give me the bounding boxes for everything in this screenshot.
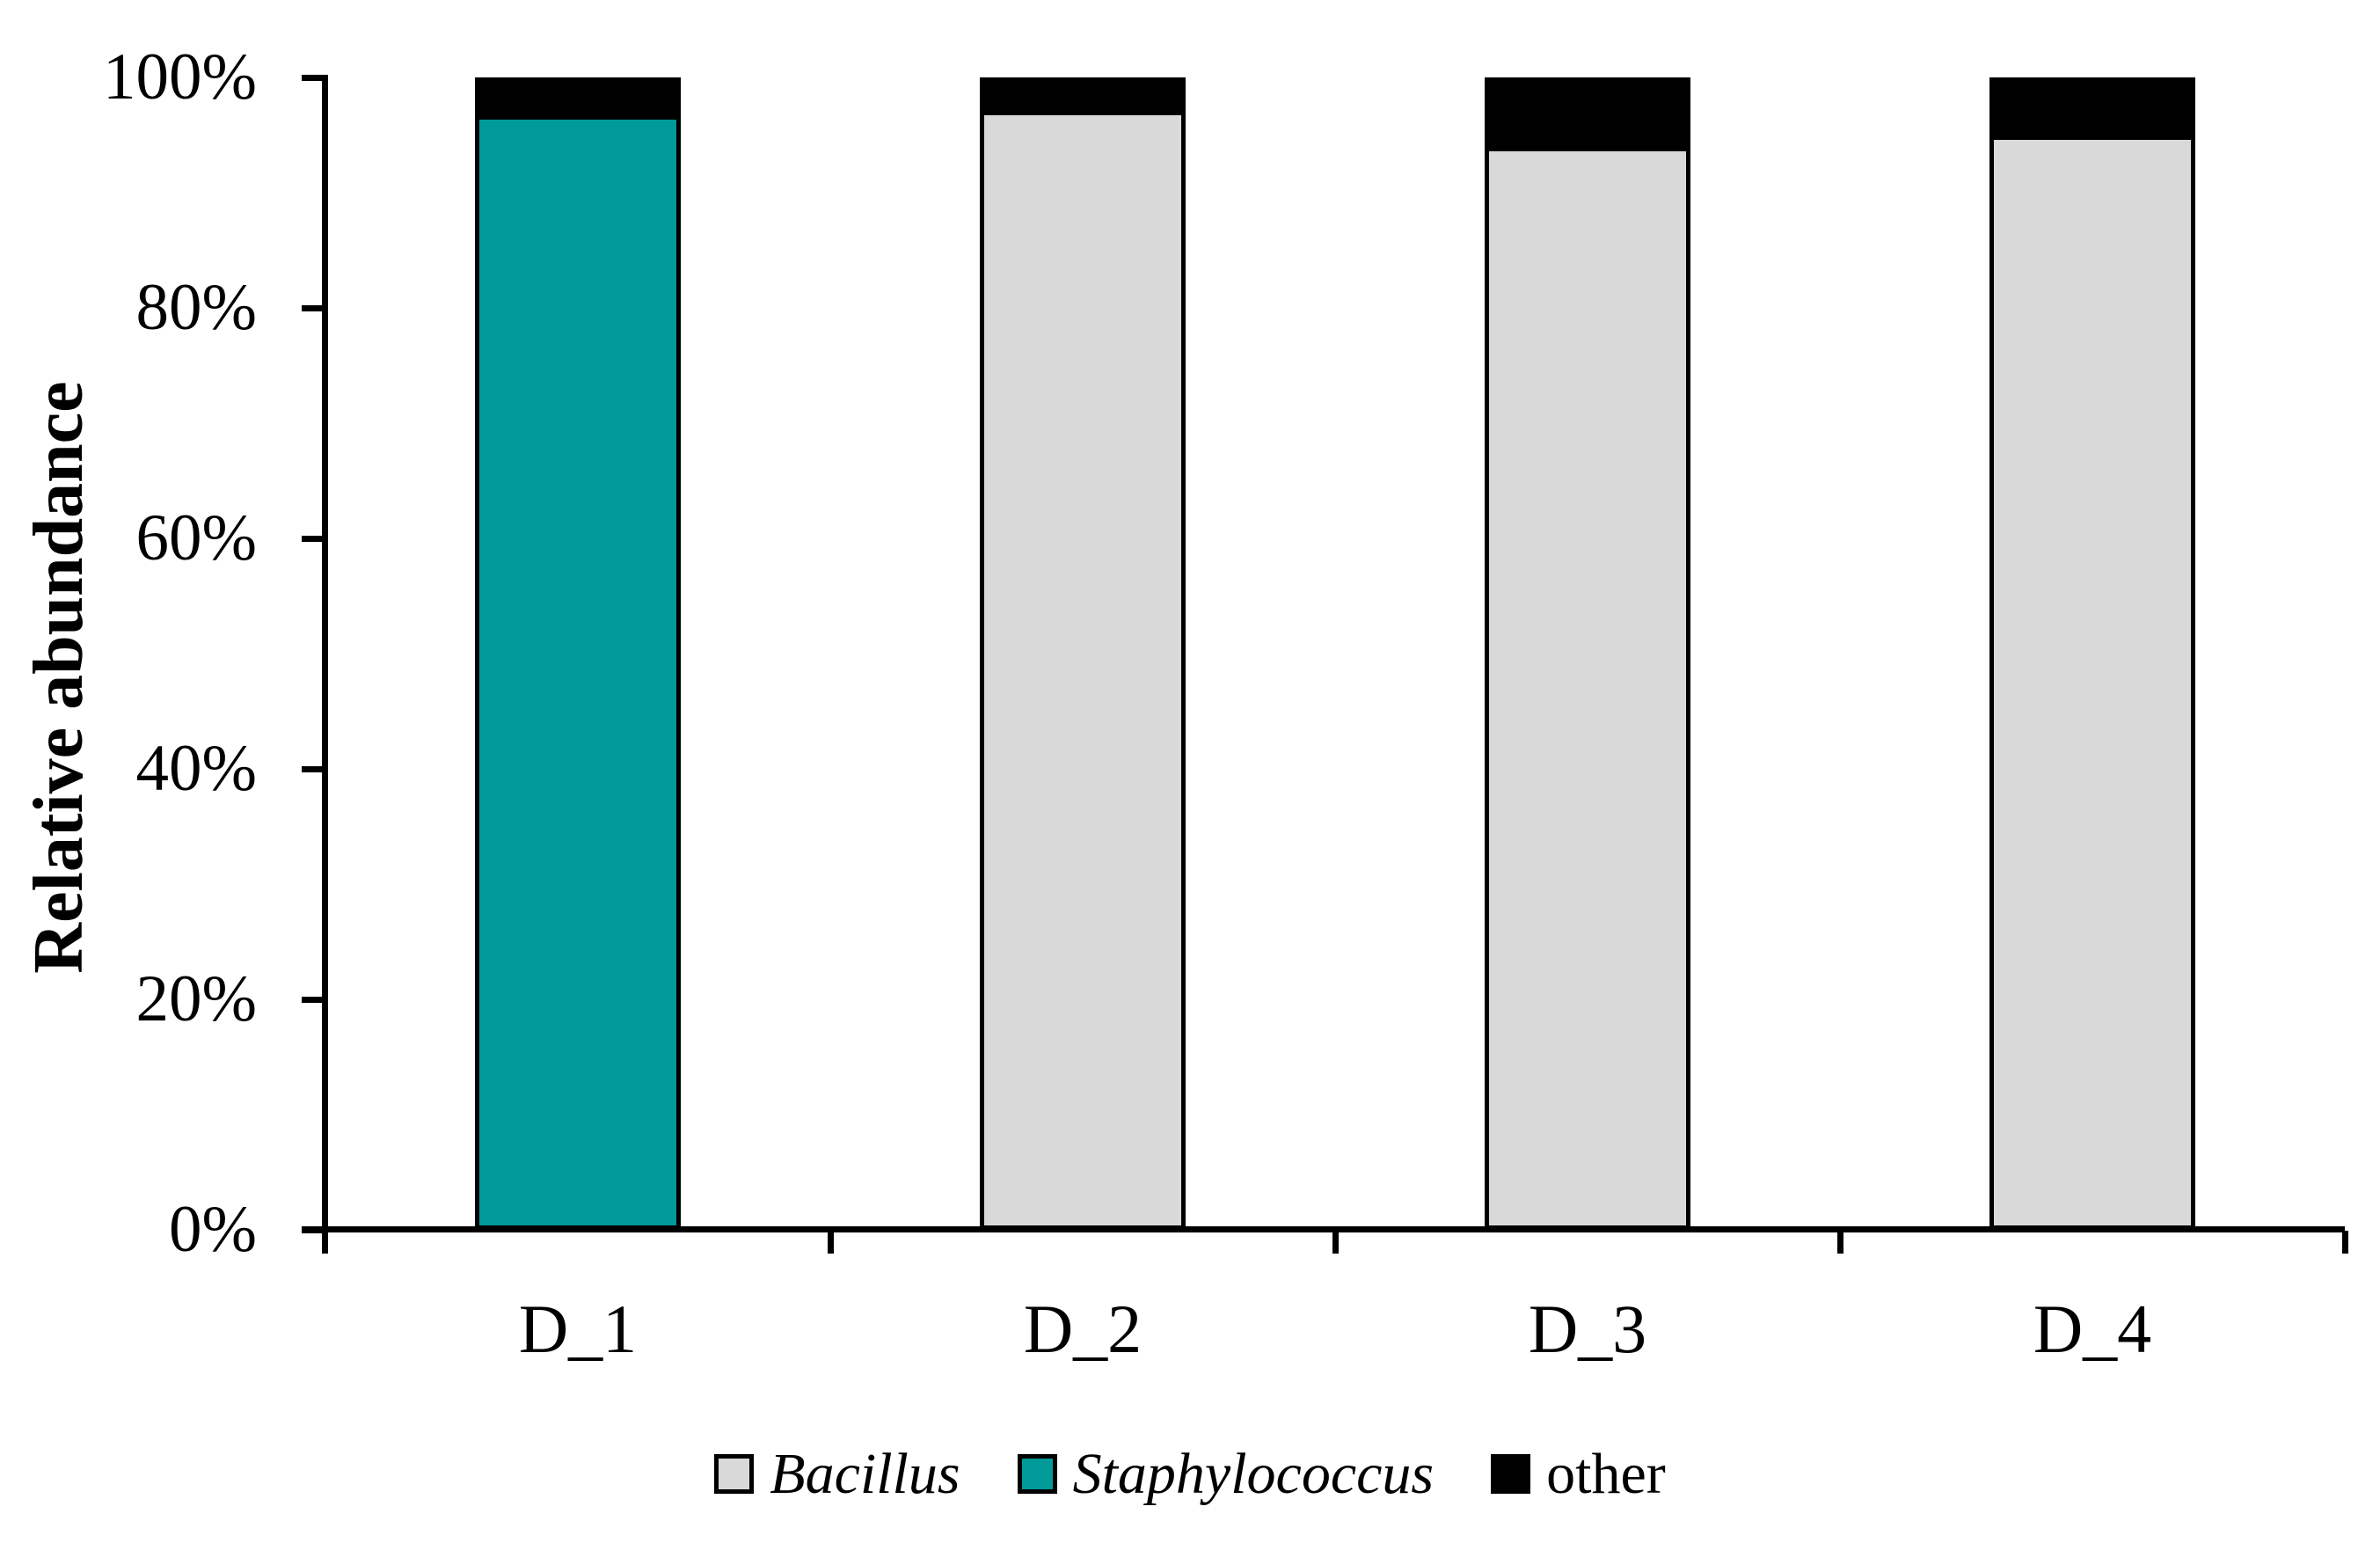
legend-item-bacillus: Bacillus [714,1439,960,1510]
y-axis-line [322,75,328,1254]
y-tick [302,996,325,1003]
bar-segment-bacillus-d_3 [1485,146,1690,1230]
legend-label-other: other [1546,1441,1666,1506]
legend: Bacillus Staphylococcus other [0,1432,2380,1516]
x-tick [1836,1231,1843,1254]
bar-segment-other-d_3 [1485,77,1690,147]
x-category-label-d_3: D_3 [1528,1291,1647,1367]
legend-label-bacillus: Bacillus [770,1441,960,1506]
y-tick-label: 60% [135,501,257,574]
y-tick-label: 0% [169,1193,257,1266]
x-tick [1332,1231,1339,1254]
bar-segment-other-d_2 [980,77,1186,111]
legend-item-staphylococcus: Staphylococcus [1017,1439,1435,1510]
y-axis-title: Relative abundance [20,381,98,974]
legend-item-other: other [1491,1439,1666,1510]
legend-swatch-other [1491,1454,1531,1494]
y-tick [302,74,325,81]
legend-label-staphylococcus: Staphylococcus [1072,1441,1435,1506]
y-tick-label: 100% [103,40,257,113]
bar-segment-bacillus-d_2 [980,110,1186,1230]
y-tick [302,304,325,311]
x-tick [827,1231,834,1254]
x-category-label-d_2: D_2 [1023,1291,1143,1367]
x-tick [2341,1231,2348,1254]
bar-segment-bacillus-d_4 [1989,135,2195,1230]
y-tick [302,1226,325,1233]
y-tick [302,765,325,772]
legend-swatch-staphylococcus [1017,1454,1057,1494]
x-category-label-d_1: D_1 [518,1291,638,1367]
legend-swatch-bacillus [714,1454,755,1494]
y-tick-label: 20% [135,962,257,1035]
y-tick-label: 80% [135,271,257,344]
x-axis-line [302,1226,2345,1232]
bar-segment-other-d_4 [1989,77,2195,135]
y-tick-label: 40% [135,732,257,805]
y-tick [302,535,325,542]
bar-segment-staphylococcus-d_1 [475,115,681,1230]
bar-segment-other-d_1 [475,77,681,116]
x-category-label-d_4: D_4 [2033,1291,2152,1367]
